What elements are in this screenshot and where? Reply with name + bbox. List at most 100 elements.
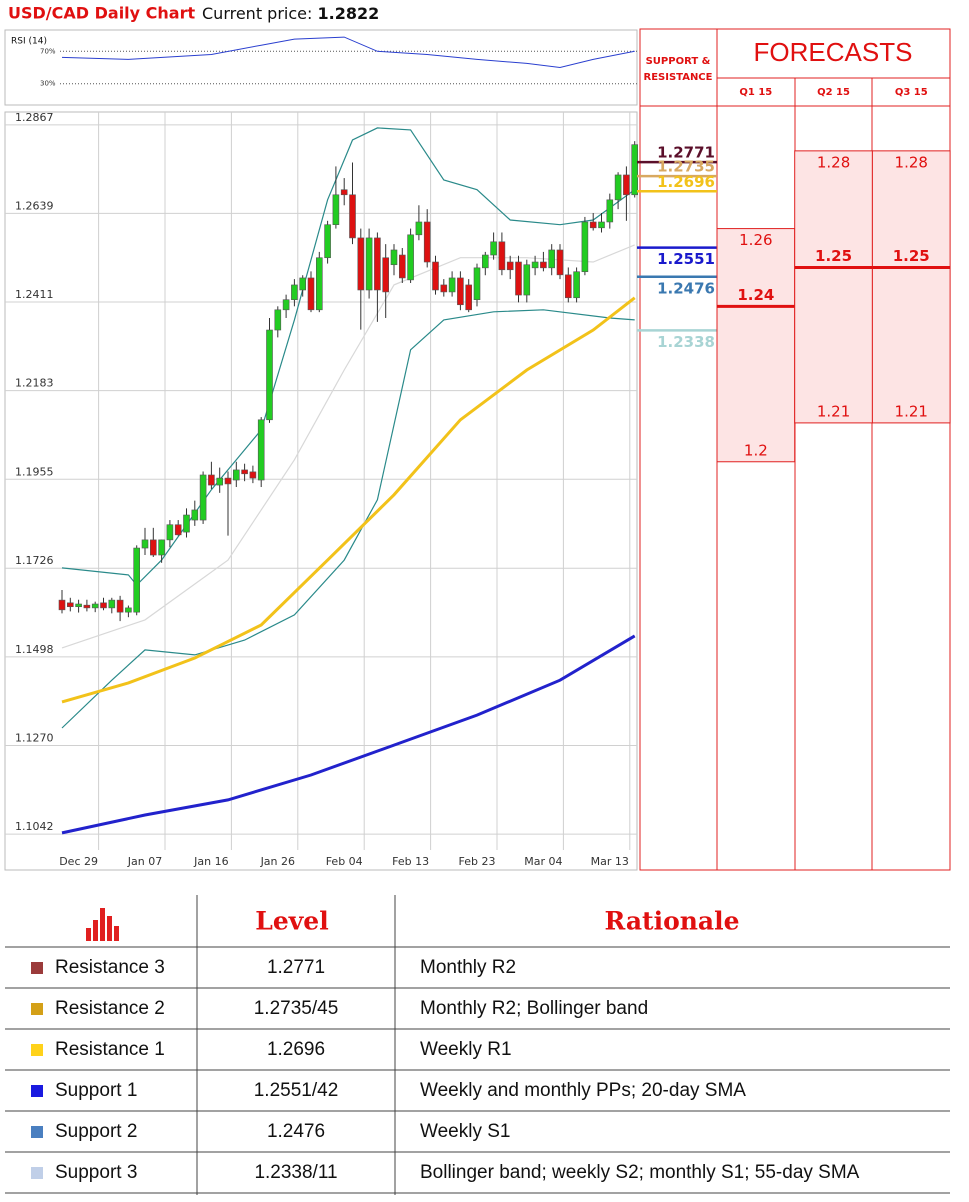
x-tick-label: Jan 16 [193,855,228,868]
level-label: 1.2476 [657,279,715,297]
x-tick-label: Mar 04 [524,855,562,868]
level-label: 1.2696 [657,173,715,191]
candle-body [266,329,273,421]
candle-body [166,524,174,541]
x-tick-label: Dec 29 [59,855,98,868]
candle-body [465,284,473,311]
forecast-high: 1.26 [739,231,772,249]
quarter-label: Q3 15 [895,87,928,98]
candle-body [415,221,423,236]
rsi-label: RSI (14) [11,37,47,47]
y-tick-label: 1.2183 [15,377,54,390]
forecast-low: 1.2 [744,441,768,459]
row-level: 1.2476 [267,1121,325,1142]
indicator-line [61,634,636,835]
candle-body [398,254,406,279]
y-tick-label: 1.1955 [15,465,54,478]
candle-body [324,224,331,259]
candle-body [498,241,506,271]
row-rationale: Weekly R1 [420,1039,512,1060]
candle-body [606,199,614,223]
candle-body [589,221,597,229]
candle-body [407,234,414,281]
row-rationale: Bollinger band; weekly S2; monthly S1; 5… [420,1162,860,1183]
candle-body [75,603,82,608]
candle-body [531,261,539,269]
candle-body [249,471,257,479]
x-tick-label: Jan 26 [260,855,295,868]
level-label: 1.2771 [657,144,715,162]
candle-body [457,277,464,306]
level-label: 1.2338 [657,333,715,351]
row-level: 1.2696 [267,1039,325,1060]
candle-body [581,221,589,273]
candle-body [357,237,365,291]
quarter-label: Q2 15 [817,87,850,98]
chart-title: USD/CAD Daily Chart [8,4,195,23]
candle-body [208,474,215,486]
candle-body [548,249,556,269]
candle-body [191,509,199,521]
candle-body [100,602,107,609]
forecast-range [794,150,873,424]
candle-body [432,261,439,291]
row-name: Resistance 1 [55,1039,165,1060]
forecast-range [871,150,951,424]
candle-body [257,419,265,481]
candle-body [374,237,381,291]
candle-body [291,284,298,301]
row-level: 1.2735/45 [254,998,339,1019]
candle-body [67,602,74,608]
candle-body [91,603,99,609]
row-name: Support 2 [55,1121,137,1142]
x-tick-label: Mar 13 [591,855,629,868]
quarter-label: Q1 15 [739,87,772,98]
level-label: 1.2735 [657,158,715,176]
candle-body [199,474,207,521]
price-panel [4,111,638,871]
forecast-mid-label: 1.24 [737,286,774,304]
candle-body [274,309,282,331]
row-swatch [31,1003,43,1015]
candle-body [125,607,132,613]
table-icon [86,908,119,941]
forecast-mid-label: 1.25 [815,247,852,265]
candle-body [183,514,190,533]
row-swatch [31,1085,43,1097]
row-level: 1.2771 [267,957,325,978]
candle-body [598,221,605,229]
y-tick-label: 1.1498 [15,643,54,656]
candle-body [307,277,315,311]
y-tick-label: 1.1270 [15,731,54,744]
price-caption: Current price: [202,4,312,23]
candle-body [440,284,448,293]
level-label: 1.2551 [657,250,715,268]
sr-header: SUPPORT & [646,56,711,67]
indicator-line [61,309,635,729]
candle-body [349,194,356,239]
y-tick-label: 1.1726 [15,554,54,567]
candle-body [614,174,622,201]
x-tick-label: Feb 04 [326,855,363,868]
candle-body [540,261,547,269]
row-level: 1.2551/42 [254,1080,339,1101]
candle-body [150,539,157,556]
x-tick-label: Feb 23 [459,855,496,868]
row-name: Resistance 3 [55,957,165,978]
candle-body [83,604,91,609]
forecast-high: 1.28 [817,153,850,171]
x-tick-label: Jan 07 [127,855,162,868]
forecast-high: 1.28 [895,153,928,171]
candle-body [141,539,149,549]
indicator-line [61,296,636,704]
price-label: Current price: 1.2822 [202,4,379,23]
row-rationale: Monthly R2 [420,957,516,978]
candle-body [515,261,522,296]
row-swatch [31,962,43,974]
levels-table: Level Rationale [86,895,740,1195]
table-header: Level [255,907,328,936]
candle-body [174,524,182,536]
candle-body [556,249,564,276]
candle-body [299,277,307,291]
